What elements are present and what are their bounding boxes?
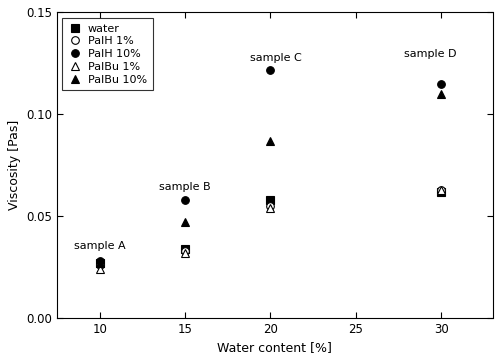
Text: sample D: sample D [404, 49, 456, 59]
water [438, 190, 444, 194]
PalBu 10% [96, 261, 102, 265]
Line: PalBu 1%: PalBu 1% [96, 186, 445, 273]
PalBu 1% [182, 251, 188, 255]
water [182, 247, 188, 251]
water [96, 261, 102, 265]
PalBu 1% [268, 206, 274, 210]
PalH 1% [182, 249, 188, 253]
water [268, 198, 274, 202]
Line: water: water [96, 188, 445, 267]
Line: PalH 1%: PalH 1% [96, 186, 445, 269]
Text: sample C: sample C [250, 54, 302, 63]
Line: PalH 10%: PalH 10% [96, 66, 445, 265]
PalBu 10% [182, 220, 188, 224]
Line: PalBu 10%: PalBu 10% [96, 90, 445, 267]
Y-axis label: Viscosity [Pas]: Viscosity [Pas] [8, 120, 20, 210]
Legend: water, PalH 1%, PalH 10%, PalBu 1%, PalBu 10%: water, PalH 1%, PalH 10%, PalBu 1%, PalB… [62, 18, 152, 90]
X-axis label: Water content [%]: Water content [%] [218, 341, 332, 354]
PalH 10% [182, 198, 188, 202]
PalBu 10% [438, 92, 444, 96]
PalH 10% [438, 81, 444, 86]
PalBu 1% [438, 188, 444, 192]
PalBu 1% [96, 267, 102, 272]
PalH 1% [268, 204, 274, 208]
PalH 1% [438, 188, 444, 192]
PalH 10% [96, 259, 102, 263]
Text: sample B: sample B [160, 182, 211, 192]
PalH 1% [96, 263, 102, 267]
PalH 10% [268, 67, 274, 72]
PalBu 10% [268, 139, 274, 143]
Text: sample A: sample A [74, 241, 126, 251]
